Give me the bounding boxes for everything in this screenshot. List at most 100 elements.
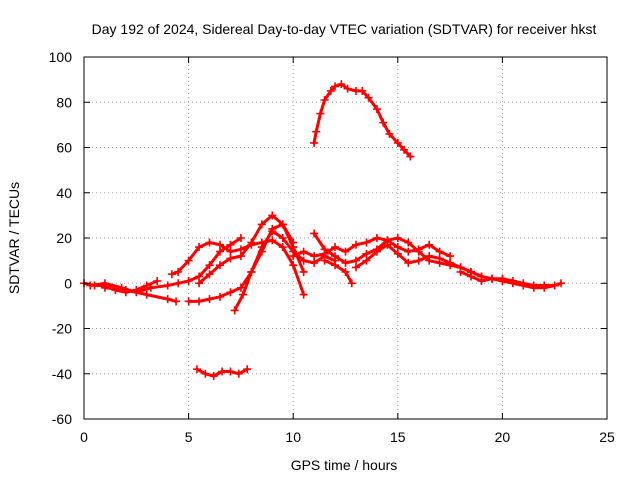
series-arc-4 bbox=[167, 236, 308, 299]
series-arc-13 bbox=[456, 267, 559, 292]
data-point bbox=[236, 234, 245, 242]
data-point bbox=[268, 211, 277, 220]
data-point bbox=[467, 272, 476, 281]
data-point bbox=[226, 367, 235, 376]
data-point bbox=[393, 243, 402, 252]
series-arc-14 bbox=[310, 80, 415, 161]
y-tick-label: 0 bbox=[64, 275, 72, 291]
data-point bbox=[247, 267, 256, 276]
data-point bbox=[331, 82, 340, 91]
series-line bbox=[323, 259, 354, 285]
data-point bbox=[320, 256, 329, 265]
data-point bbox=[498, 276, 507, 285]
data-point bbox=[351, 256, 360, 265]
data-point bbox=[404, 258, 413, 267]
series-arc-8 bbox=[192, 365, 252, 381]
data-point bbox=[310, 229, 319, 238]
data-point bbox=[299, 267, 308, 276]
data-point bbox=[226, 240, 235, 249]
data-point bbox=[425, 240, 434, 249]
data-point bbox=[236, 283, 245, 292]
data-point bbox=[234, 369, 243, 378]
data-point bbox=[195, 279, 204, 288]
data-point bbox=[268, 227, 277, 236]
data-point bbox=[299, 247, 308, 256]
series-arc-7 bbox=[230, 227, 340, 315]
data-point bbox=[347, 279, 356, 288]
data-point bbox=[310, 258, 319, 267]
data-point bbox=[331, 243, 340, 252]
data-point bbox=[205, 295, 214, 304]
data-point bbox=[174, 267, 183, 276]
data-point bbox=[393, 138, 402, 147]
data-point bbox=[529, 283, 538, 292]
data-point bbox=[487, 274, 496, 283]
data-point bbox=[446, 258, 455, 267]
data-point bbox=[331, 252, 340, 261]
data-point bbox=[383, 240, 392, 249]
data-point bbox=[540, 283, 549, 292]
data-point bbox=[362, 249, 371, 258]
data-point bbox=[331, 261, 340, 270]
data-point bbox=[174, 279, 183, 288]
data-point bbox=[406, 152, 415, 161]
data-point bbox=[226, 288, 235, 297]
data-point bbox=[236, 245, 245, 254]
y-tick-label: -20 bbox=[52, 321, 72, 337]
data-point bbox=[393, 249, 402, 258]
data-point bbox=[184, 256, 193, 265]
series-arc-5 bbox=[184, 220, 298, 306]
data-point bbox=[362, 238, 371, 247]
series-line bbox=[170, 238, 306, 297]
data-point bbox=[425, 252, 434, 261]
x-tick-label: 20 bbox=[495, 429, 511, 445]
x-tick-label: 15 bbox=[390, 429, 406, 445]
data-point bbox=[364, 93, 373, 102]
grid bbox=[84, 57, 607, 419]
y-tick-label: 80 bbox=[56, 94, 72, 110]
data-point bbox=[550, 281, 559, 290]
data-point bbox=[393, 234, 402, 242]
data-point bbox=[226, 254, 235, 263]
data-point bbox=[358, 86, 367, 95]
data-point bbox=[257, 243, 266, 252]
data-point bbox=[372, 247, 381, 256]
data-point bbox=[163, 295, 172, 304]
data-point bbox=[142, 290, 151, 299]
data-point bbox=[326, 86, 335, 95]
data-point bbox=[508, 279, 517, 288]
data-point bbox=[351, 240, 360, 249]
data-point bbox=[414, 247, 423, 256]
series-arc-12 bbox=[351, 240, 565, 290]
data-point bbox=[195, 243, 204, 252]
series-arc-3 bbox=[100, 283, 181, 306]
data-point bbox=[404, 238, 413, 247]
data-point bbox=[446, 252, 455, 261]
y-axis-label: SDTVAR / TECUs bbox=[6, 182, 22, 294]
data-point bbox=[341, 267, 350, 276]
data-point bbox=[172, 297, 181, 306]
data-point bbox=[100, 283, 109, 292]
series-line bbox=[354, 243, 563, 287]
y-tick-label: 40 bbox=[56, 185, 72, 201]
data-point bbox=[218, 367, 227, 376]
data-point bbox=[351, 263, 360, 272]
data-point bbox=[215, 292, 224, 301]
data-point bbox=[215, 261, 224, 270]
data-point bbox=[556, 279, 565, 288]
x-tick-label: 5 bbox=[185, 429, 193, 445]
data-point bbox=[299, 290, 308, 299]
chart-title: Day 192 of 2024, Sidereal Day-to-day VTE… bbox=[92, 21, 597, 37]
y-tick-label: -40 bbox=[52, 366, 72, 382]
x-axis-label: GPS time / hours bbox=[291, 457, 398, 473]
data-point bbox=[195, 272, 204, 281]
data-point bbox=[341, 247, 350, 256]
data-point bbox=[236, 252, 245, 261]
data-point bbox=[477, 276, 486, 285]
data-point bbox=[385, 129, 394, 138]
data-point bbox=[278, 220, 287, 229]
data-point bbox=[372, 105, 381, 114]
data-point bbox=[404, 247, 413, 256]
data-point bbox=[379, 118, 388, 127]
